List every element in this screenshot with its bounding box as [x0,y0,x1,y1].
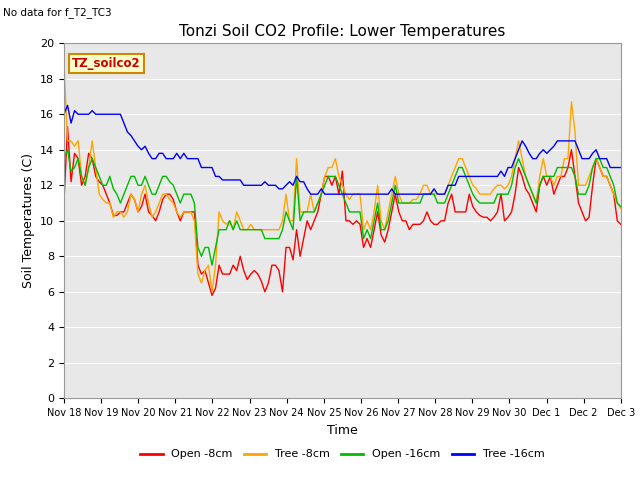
X-axis label: Time: Time [327,424,358,437]
Open -16cm [247,227,255,232]
Tree -16cm [285,179,293,185]
Open -16cm [472,197,480,203]
Tree -8cm [532,200,540,206]
Open -8cm [222,271,230,277]
Open -8cm [617,221,625,227]
Open -8cm [423,209,431,215]
Open -8cm [64,124,72,130]
Tree -16cm [536,150,543,156]
Tree -8cm [60,61,68,67]
Open -8cm [208,292,216,298]
Open -16cm [289,227,297,232]
Open -16cm [60,156,68,161]
Open -16cm [222,227,230,232]
Tree -16cm [243,182,251,188]
Line: Open -8cm: Open -8cm [64,127,621,295]
Tree -16cm [60,111,68,117]
Tree -16cm [219,177,227,183]
Open -16cm [423,191,431,197]
Line: Tree -8cm: Tree -8cm [64,64,621,292]
Text: No data for f_T2_TC3: No data for f_T2_TC3 [3,7,112,18]
Tree -8cm [469,182,477,188]
Text: TZ_soilco2: TZ_soilco2 [72,58,141,71]
Tree -16cm [64,102,72,108]
Y-axis label: Soil Temperatures (C): Soil Temperatures (C) [22,153,35,288]
Tree -16cm [617,165,625,170]
Open -8cm [536,182,543,188]
Tree -16cm [307,191,314,197]
Tree -8cm [617,205,625,211]
Open -8cm [247,271,255,277]
Open -8cm [289,257,297,263]
Tree -8cm [243,227,251,232]
Tree -8cm [208,289,216,295]
Open -16cm [617,204,625,209]
Line: Tree -16cm: Tree -16cm [64,105,621,194]
Tree -16cm [472,173,480,179]
Tree -8cm [219,218,227,224]
Tree -8cm [420,182,428,188]
Title: Tonzi Soil CO2 Profile: Lower Temperatures: Tonzi Soil CO2 Profile: Lower Temperatur… [179,24,506,39]
Tree -8cm [285,218,293,224]
Tree -16cm [423,191,431,197]
Open -16cm [536,182,543,188]
Line: Open -16cm: Open -16cm [64,150,621,265]
Open -16cm [64,147,72,153]
Legend: Open -8cm, Tree -8cm, Open -16cm, Tree -16cm: Open -8cm, Tree -8cm, Open -16cm, Tree -… [136,445,549,464]
Open -16cm [208,262,216,268]
Open -8cm [60,198,68,204]
Open -8cm [472,209,480,215]
